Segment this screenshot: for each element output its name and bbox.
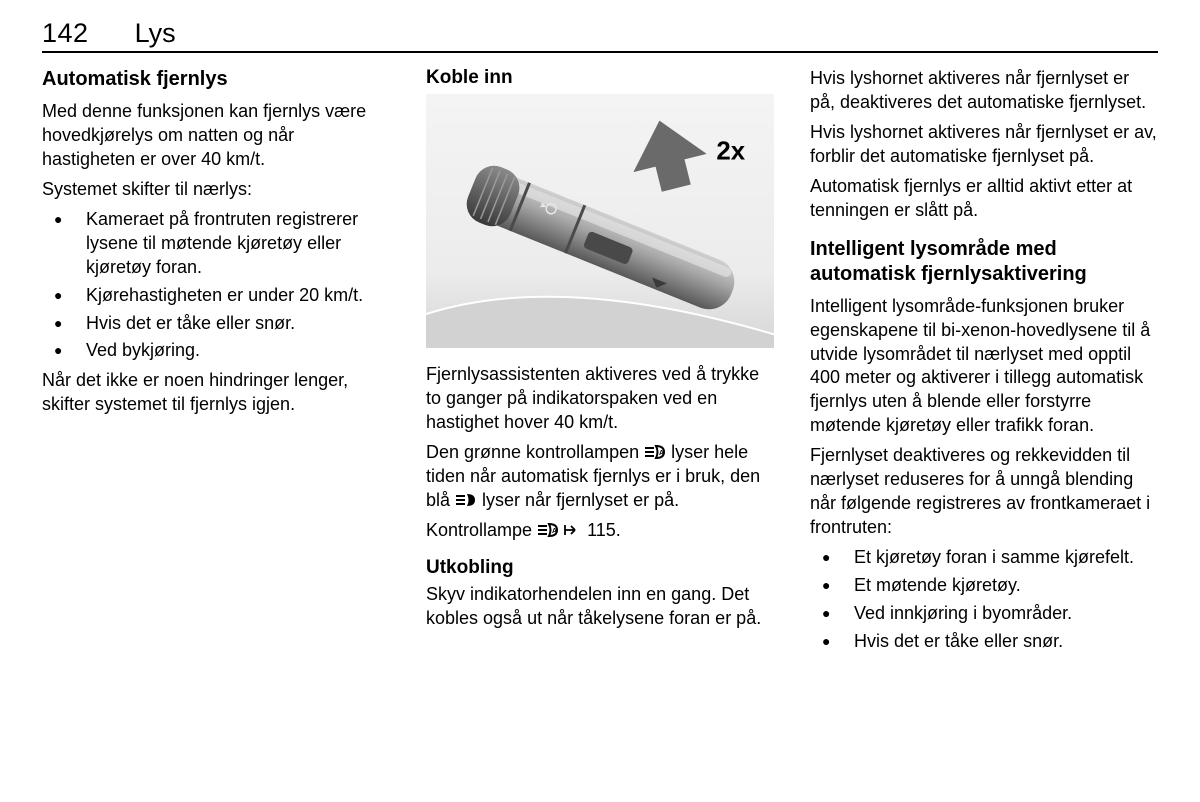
paragraph: Med denne funksjonen kan fjernlys være h… xyxy=(42,100,390,172)
page-number: 142 xyxy=(42,18,89,49)
paragraph: Intelligent lysområde-funksjonen bruker … xyxy=(810,295,1158,439)
list-item: Ved innkjøring i byområder. xyxy=(810,602,1158,626)
highbeam-icon xyxy=(455,492,477,508)
paragraph: Kontrollampe A 115. xyxy=(426,519,774,543)
list-item: Hvis det er tåke eller snør. xyxy=(42,312,390,336)
list-item: Hvis det er tåke eller snør. xyxy=(810,630,1158,654)
heading-deactivate: Utkobling xyxy=(426,557,774,579)
auto-highbeam-icon: A xyxy=(537,522,559,538)
list-item: Kjørehastigheten er under 20 km/t. xyxy=(42,284,390,308)
column-2: Koble inn xyxy=(426,67,774,660)
heading-intelligent-light: Intelligent lysområde med automatisk fje… xyxy=(810,237,1158,287)
list-item: Ved bykjøring. xyxy=(42,339,390,363)
list-item: Kameraet på frontruten registrerer lysen… xyxy=(42,208,390,280)
content-columns: Automatisk fjernlys Med denne funksjonen… xyxy=(42,67,1158,660)
svg-text:A: A xyxy=(659,450,664,457)
paragraph: Den grønne kontrollampen A lyser hele ti… xyxy=(426,441,774,513)
page-ref-arrow-icon xyxy=(564,522,582,538)
page-header: 142 Lys xyxy=(42,18,1158,53)
text-fragment: 115. xyxy=(587,520,621,540)
figure-2x-label: 2x xyxy=(716,137,745,165)
paragraph: Systemet skifter til nærlys: xyxy=(42,178,390,202)
paragraph: Automatisk fjernlys er alltid aktivt ett… xyxy=(810,175,1158,223)
column-1: Automatisk fjernlys Med denne funksjonen… xyxy=(42,67,390,660)
bullet-list: Kameraet på frontruten registrerer lysen… xyxy=(42,208,390,364)
paragraph: Skyv indikatorhendelen inn en gang. Det … xyxy=(426,583,774,631)
paragraph: Fjernlyset deaktiveres og rekkevidden ti… xyxy=(810,444,1158,540)
text-fragment: lyser når fjernlyset er på. xyxy=(482,490,679,510)
paragraph: Hvis lyshornet aktiveres når fjernlyset … xyxy=(810,121,1158,169)
paragraph: Hvis lyshornet aktiveres når fjernlyset … xyxy=(810,67,1158,115)
heading-activate: Koble inn xyxy=(426,67,774,89)
auto-highbeam-icon: A xyxy=(644,444,666,460)
list-item: Et møtende kjøretøy. xyxy=(810,574,1158,598)
column-3: Hvis lyshornet aktiveres når fjernlyset … xyxy=(810,67,1158,660)
chapter-title: Lys xyxy=(135,18,176,49)
indicator-stalk-figure: 2x xyxy=(426,93,774,348)
heading-auto-highbeam: Automatisk fjernlys xyxy=(42,67,390,92)
paragraph: Fjernlysassistenten aktiveres ved å tryk… xyxy=(426,363,774,435)
text-fragment: Kontrollampe xyxy=(426,520,537,540)
paragraph: Når det ikke er noen hindringer lenger, … xyxy=(42,369,390,417)
bullet-list: Et kjøretøy foran i samme kjørefelt. Et … xyxy=(810,546,1158,654)
text-fragment: Den grønne kontrollampen xyxy=(426,442,644,462)
svg-text:A: A xyxy=(552,528,557,535)
list-item: Et kjøretøy foran i samme kjørefelt. xyxy=(810,546,1158,570)
